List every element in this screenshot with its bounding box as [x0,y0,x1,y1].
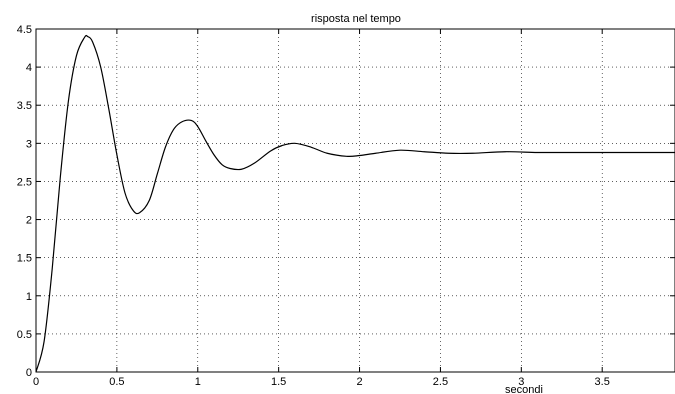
x-tick-label: 2.5 [433,376,448,388]
x-axis-tick-labels: 0 0.5 1 1.5 2 2.5 3 3.5 [33,376,610,388]
plot-area-frame [35,28,675,373]
x-tick-label: 3.5 [595,376,610,388]
x-tick-label: 2 [356,376,362,388]
x-axis-label: secondi [505,384,543,394]
y-tick-label: 3.5 [17,100,32,112]
y-tick-label: 1.5 [17,253,32,265]
y-tick-label: 3 [26,138,32,150]
chart-title: risposta nel tempo [311,13,401,25]
y-tick-label: 0 [26,367,32,379]
y-axis-tick-labels: 0 0.5 1 1.5 2 2.5 3 3.5 4 4.5 [17,24,32,379]
y-tick-label: 0.5 [17,329,32,341]
y-tick-label: 1 [26,291,32,303]
y-tick-label: 2 [26,215,32,227]
series-line [35,34,675,373]
y-tick-label: 2.5 [17,176,32,188]
axis-ticks [35,28,675,373]
x-tick-label: 1 [195,376,201,388]
y-tick-label: 4 [26,62,32,74]
x-tick-label: 0.5 [109,376,124,388]
y-tick-label: 4.5 [17,24,32,36]
grid-lines [36,29,675,372]
x-tick-label: 1.5 [271,376,286,388]
x-tick-label: 3 [518,376,524,388]
x-tick-label: 0 [33,376,39,388]
